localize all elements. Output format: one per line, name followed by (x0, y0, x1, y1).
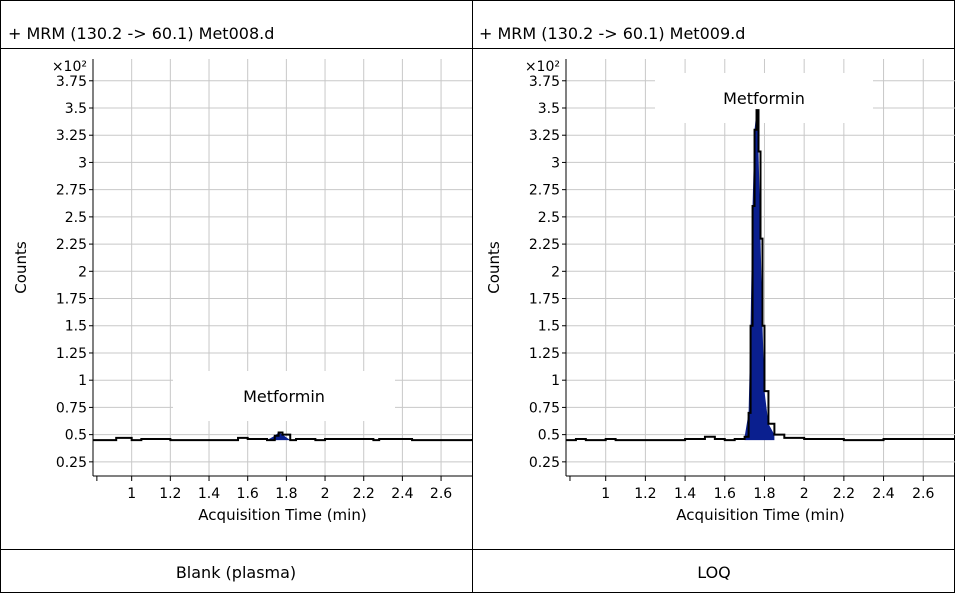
x-tick-label: 1.4 (674, 486, 696, 502)
y-tick-label: 3 (551, 155, 560, 171)
y-tick-label: 2 (78, 264, 87, 280)
peak-label-background (655, 73, 873, 123)
x-tick-label: 2.2 (833, 486, 855, 502)
x-tick-label: 1 (127, 486, 136, 502)
caption-divider (0, 549, 955, 550)
y-tick-label: 0.5 (538, 428, 560, 444)
y-tick-label: 3.75 (529, 74, 560, 90)
x-tick-label: 2.4 (872, 486, 894, 502)
x-tick-label: 2.4 (391, 486, 413, 502)
caption-right: LOQ (697, 563, 731, 582)
y-tick-label: 2.75 (56, 183, 87, 199)
x-tick-label: 1.8 (275, 486, 297, 502)
y-tick-label: 3 (78, 155, 87, 171)
y-multiplier-label: ×10² (52, 59, 87, 75)
x-tick-label: 2.6 (912, 486, 934, 502)
y-tick-label: 0.75 (529, 400, 560, 416)
y-tick-label: 2.5 (538, 210, 560, 226)
y-tick-label: 1.25 (56, 346, 87, 362)
y-tick-label: 0.25 (529, 455, 560, 471)
peak-label: Metformin (243, 387, 325, 406)
y-tick-label: 1.5 (65, 319, 87, 335)
x-tick-label: 1 (601, 486, 610, 502)
y-tick-label: 3.5 (65, 101, 87, 117)
x-tick-label: 2.2 (353, 486, 375, 502)
y-multiplier-label: ×10² (525, 59, 560, 75)
y-tick-label: 3.25 (56, 128, 87, 144)
y-tick-label: 1.75 (529, 292, 560, 308)
y-axis-title: Counts (12, 241, 30, 294)
y-tick-label: 1.5 (538, 319, 560, 335)
chart-right: Metformin 0.25 0.5 0.75 1 1.25 1.5 1.75 2 2.25 2.5… (485, 59, 955, 524)
x-tick-label: 2 (800, 486, 809, 502)
x-tick-label: 1.6 (714, 486, 736, 502)
y-tick-label: 2.25 (529, 237, 560, 253)
x-tick-label: 2 (321, 486, 330, 502)
x-axis-title: Acquisition Time (min) (198, 506, 366, 524)
chart-title-right: + MRM (130.2 -> 60.1) Met009.d (479, 24, 746, 43)
y-tick-label: 3.75 (56, 74, 87, 90)
y-tick-label: 2.5 (65, 210, 87, 226)
y-tick-label: 1.25 (529, 346, 560, 362)
series-line (566, 109, 955, 442)
x-tick-label: 1.6 (237, 486, 259, 502)
y-tick-label: 2 (551, 264, 560, 280)
y-tick-label: 2.25 (56, 237, 87, 253)
header-divider (0, 48, 955, 49)
y-axis-title: Counts (485, 241, 503, 294)
x-axis-title: Acquisition Time (min) (676, 506, 844, 524)
y-tick-label: 2.75 (529, 183, 560, 199)
chart-title-left: + MRM (130.2 -> 60.1) Met008.d (8, 24, 275, 43)
x-tick-label: 1.4 (198, 486, 220, 502)
peak-fill (744, 110, 775, 441)
y-tick-label: 1.75 (56, 292, 87, 308)
y-tick-label: 0.25 (56, 455, 87, 471)
y-tick-label: 0.5 (65, 428, 87, 444)
x-tick-label: 2.6 (430, 486, 452, 502)
x-tick-label: 1.2 (634, 486, 656, 502)
peak-label: Metformin (723, 89, 805, 108)
x-tick-label: 1.8 (753, 486, 775, 502)
x-tick-label: 1.2 (159, 486, 181, 502)
y-tick-label: 3.5 (538, 101, 560, 117)
chart-left: Metformin 0.25 0.5 0.75 1 1.25 1.5 1.75 2 2.25 2.5… (12, 59, 472, 524)
y-tick-label: 0.75 (56, 400, 87, 416)
y-tick-label: 3.25 (529, 128, 560, 144)
caption-left: Blank (plasma) (175, 563, 297, 582)
peak-label-background (173, 371, 395, 421)
y-tick-label: 1 (78, 373, 87, 389)
series-line (93, 431, 472, 442)
y-tick-label: 1 (551, 373, 560, 389)
